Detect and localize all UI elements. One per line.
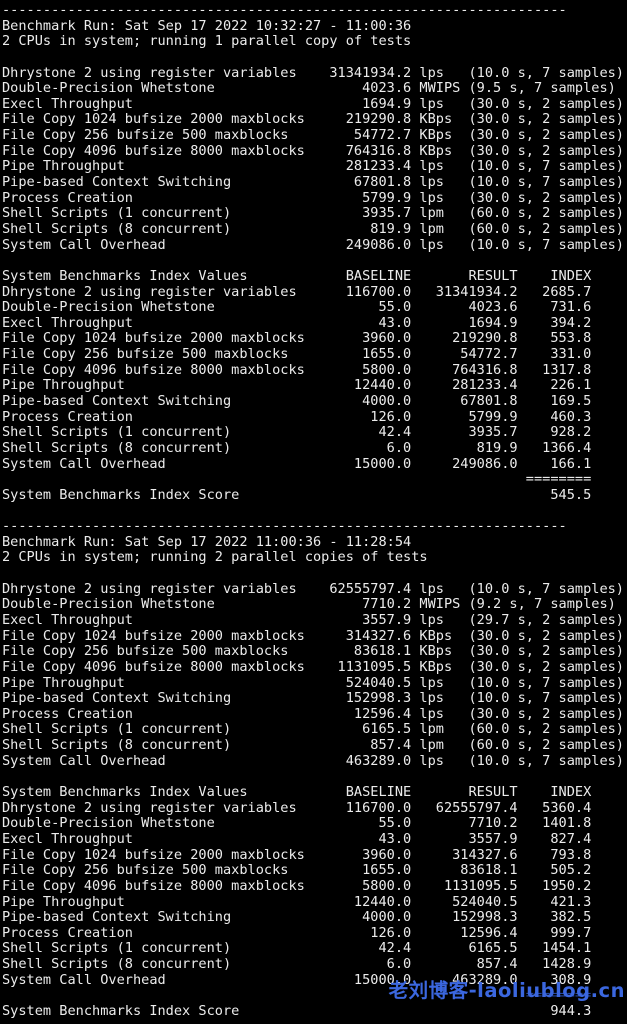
terminal-line: Pipe-based Context Switching 4000.0 1529… (2, 909, 592, 926)
terminal-line: Process Creation 5799.9 lps (30.0 s, 2 s… (2, 189, 624, 206)
terminal-line: Pipe Throughput 524040.5 lps (10.0 s, 7 … (2, 674, 624, 691)
terminal-line: File Copy 256 bufsize 500 maxblocks 5477… (2, 127, 624, 144)
terminal-line: Dhrystone 2 using register variables 116… (2, 283, 592, 300)
terminal-line: Execl Throughput 43.0 1694.9 394.2 (2, 314, 592, 331)
terminal-line: File Copy 256 bufsize 500 maxblocks 1655… (2, 346, 592, 363)
terminal-line: System Call Overhead 249086.0 lps (10.0 … (2, 236, 624, 253)
terminal-line: Double-Precision Whetstone 55.0 7710.2 1… (2, 815, 592, 832)
terminal-line (2, 566, 627, 582)
terminal-line: System Call Overhead 15000.0 249086.0 16… (2, 455, 592, 472)
terminal-line: Process Creation 12596.4 lps (30.0 s, 2 … (2, 705, 624, 722)
terminal-line: ----------------------------------------… (2, 518, 567, 535)
terminal-line: File Copy 1024 bufsize 2000 maxblocks 39… (2, 846, 592, 863)
terminal-line (2, 504, 627, 520)
terminal-line: Double-Precision Whetstone 4023.6 MWIPS … (2, 80, 616, 97)
terminal-line: Dhrystone 2 using register variables 116… (2, 799, 592, 816)
terminal-line: Pipe-based Context Switching 152998.3 lp… (2, 690, 624, 707)
terminal-line: ======== (2, 471, 592, 488)
terminal-line (2, 253, 627, 269)
terminal-line: File Copy 256 bufsize 500 maxblocks 1655… (2, 862, 592, 879)
terminal-line: Shell Scripts (1 concurrent) 3935.7 lpm … (2, 205, 624, 222)
terminal-line: File Copy 1024 bufsize 2000 maxblocks 31… (2, 627, 624, 644)
terminal-line: System Benchmarks Index Values BASELINE … (2, 784, 592, 801)
terminal-line: System Benchmarks Index Values BASELINE … (2, 267, 592, 284)
terminal-line: Pipe-based Context Switching 67801.8 lps… (2, 174, 624, 191)
terminal-line: Shell Scripts (1 concurrent) 42.4 6165.5… (2, 940, 592, 957)
terminal-line: System Call Overhead 463289.0 lps (10.0 … (2, 752, 624, 769)
terminal-line: File Copy 4096 bufsize 8000 maxblocks 58… (2, 877, 592, 894)
terminal-line: Dhrystone 2 using register variables 625… (2, 580, 624, 597)
terminal-line: System Benchmarks Index Score 944.3 (2, 1003, 592, 1019)
terminal-line: Execl Throughput 43.0 3557.9 827.4 (2, 830, 592, 847)
terminal-line: System Benchmarks Index Score 545.5 (2, 486, 592, 503)
terminal-line: Shell Scripts (8 concurrent) 819.9 lpm (… (2, 220, 624, 237)
terminal-line: Benchmark Run: Sat Sep 17 2022 11:00:36 … (2, 533, 412, 550)
terminal-line: Shell Scripts (1 concurrent) 6165.5 lpm … (2, 721, 624, 738)
terminal-line: ----------------------------------------… (2, 2, 567, 18)
watermark: 老刘博客-laoliublog.cn (388, 979, 625, 1002)
terminal-line (2, 50, 627, 66)
terminal-line: 2 CPUs in system; running 2 parallel cop… (2, 549, 428, 566)
terminal-line: Shell Scripts (8 concurrent) 6.0 819.9 1… (2, 439, 592, 456)
terminal-line: Shell Scripts (1 concurrent) 42.4 3935.7… (2, 424, 592, 441)
terminal-line: ======== (2, 987, 592, 1004)
terminal-line: Double-Precision Whetstone 55.0 4023.6 7… (2, 299, 592, 316)
terminal-line: Process Creation 126.0 12596.4 999.7 (2, 924, 592, 941)
terminal-line: File Copy 4096 bufsize 8000 maxblocks 11… (2, 658, 624, 675)
terminal-line: Pipe-based Context Switching 4000.0 6780… (2, 393, 592, 410)
terminal-line: System Call Overhead 15000.0 463289.0 30… (2, 971, 592, 988)
terminal-line: Dhrystone 2 using register variables 313… (2, 64, 624, 81)
terminal-line: File Copy 1024 bufsize 2000 maxblocks 21… (2, 111, 624, 128)
terminal-line: File Copy 4096 bufsize 8000 maxblocks 58… (2, 361, 592, 378)
terminal-line: 2 CPUs in system; running 1 parallel cop… (2, 33, 412, 50)
terminal-line: Double-Precision Whetstone 7710.2 MWIPS … (2, 596, 616, 613)
terminal-line (2, 769, 627, 785)
terminal-line: Pipe Throughput 281233.4 lps (10.0 s, 7 … (2, 158, 624, 175)
terminal-line: File Copy 256 bufsize 500 maxblocks 8361… (2, 643, 624, 660)
terminal-line: Shell Scripts (8 concurrent) 857.4 lpm (… (2, 737, 624, 754)
terminal-line: Execl Throughput 3557.9 lps (29.7 s, 2 s… (2, 611, 624, 628)
terminal-line: Pipe Throughput 12440.0 524040.5 421.3 (2, 893, 592, 910)
terminal-line: File Copy 1024 bufsize 2000 maxblocks 39… (2, 330, 592, 347)
terminal-line: Process Creation 126.0 5799.9 460.3 (2, 408, 592, 425)
terminal-line: Pipe Throughput 12440.0 281233.4 226.1 (2, 377, 592, 394)
terminal-line: File Copy 4096 bufsize 8000 maxblocks 76… (2, 142, 624, 159)
terminal-line: Execl Throughput 1694.9 lps (30.0 s, 2 s… (2, 95, 624, 112)
terminal-line: Benchmark Run: Sat Sep 17 2022 10:32:27 … (2, 17, 412, 34)
terminal-line: Shell Scripts (8 concurrent) 6.0 857.4 1… (2, 956, 592, 973)
